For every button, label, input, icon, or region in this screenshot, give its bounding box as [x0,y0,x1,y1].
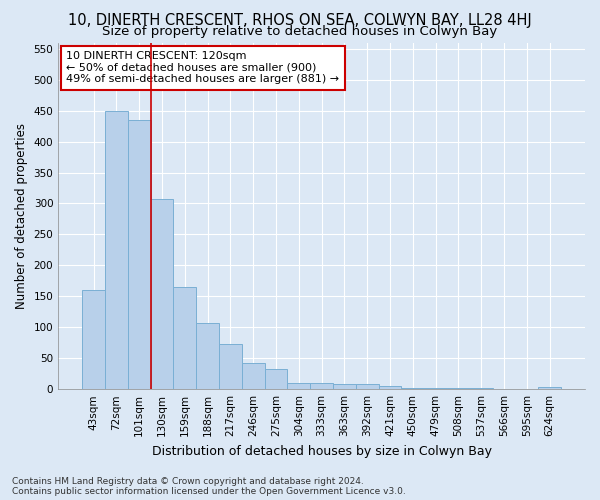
Text: 10 DINERTH CRESCENT: 120sqm
← 50% of detached houses are smaller (900)
49% of se: 10 DINERTH CRESCENT: 120sqm ← 50% of det… [66,51,339,84]
Text: Contains HM Land Registry data © Crown copyright and database right 2024.
Contai: Contains HM Land Registry data © Crown c… [12,476,406,496]
Bar [379,386,401,389]
Bar [82,290,105,389]
Bar [447,388,470,389]
Bar [470,388,493,389]
Bar [310,383,333,389]
Bar [424,388,447,389]
Text: 10, DINERTH CRESCENT, RHOS ON SEA, COLWYN BAY, LL28 4HJ: 10, DINERTH CRESCENT, RHOS ON SEA, COLWY… [68,12,532,28]
Text: Size of property relative to detached houses in Colwyn Bay: Size of property relative to detached ho… [103,25,497,38]
Y-axis label: Number of detached properties: Number of detached properties [15,123,28,309]
Bar [401,388,424,389]
Bar [333,384,356,389]
Bar [242,362,265,389]
Bar [128,120,151,389]
Bar [515,388,538,389]
Bar [265,369,287,389]
Bar [105,110,128,389]
X-axis label: Distribution of detached houses by size in Colwyn Bay: Distribution of detached houses by size … [152,444,491,458]
Bar [219,344,242,389]
Bar [151,198,173,389]
Bar [173,287,196,389]
Bar [196,323,219,389]
Bar [538,388,561,389]
Bar [493,388,515,389]
Bar [287,383,310,389]
Bar [356,384,379,389]
